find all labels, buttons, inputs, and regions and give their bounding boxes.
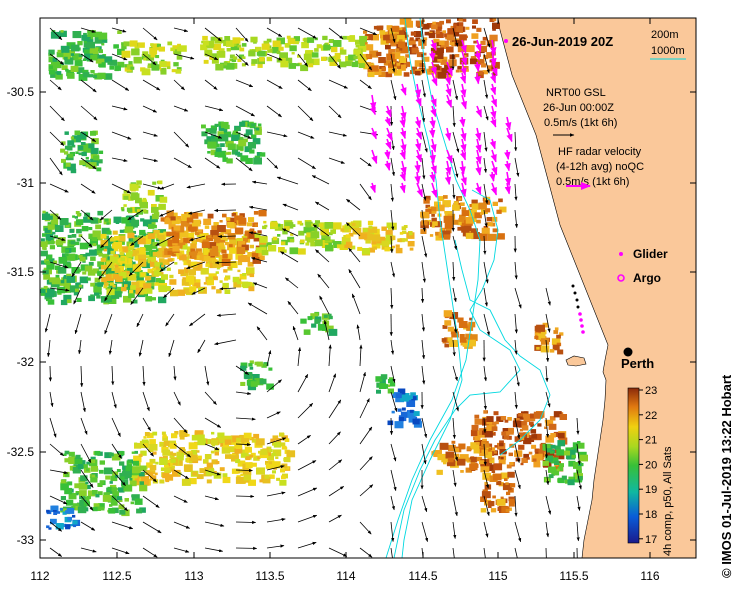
title-marker xyxy=(504,39,508,43)
y-tick-label: -31.5 xyxy=(7,265,35,279)
x-tick-label: 114.5 xyxy=(408,569,437,583)
depth-200-label: 200m xyxy=(651,29,679,41)
colorbar-ticks: 23 22 21 20 19 18 17 xyxy=(639,385,657,546)
colorbar-tick-label: 17 xyxy=(645,534,657,546)
x-tick-label: 112 xyxy=(30,569,49,583)
radar-legend-line1: HF radar velocity xyxy=(558,146,642,158)
colorbar-tick-label: 21 xyxy=(645,435,657,447)
x-tick-label: 112.5 xyxy=(102,569,131,583)
x-tick-label: 115 xyxy=(488,569,507,583)
depth-1000-label: 1000m xyxy=(651,45,685,57)
x-tick-label: 114 xyxy=(336,569,355,583)
radar-legend-line2: (4-12h avg) noQC xyxy=(556,161,644,173)
perth-label: Perth xyxy=(621,356,654,371)
y-tick-label: -33 xyxy=(17,533,35,547)
y-tick-label: -31 xyxy=(17,176,35,190)
perth-marker xyxy=(623,347,633,357)
plot-frame xyxy=(39,17,697,559)
x-tick-label: 116 xyxy=(640,569,659,583)
model-current-arrows xyxy=(44,27,582,558)
map-title: 26-Jun-2019 20Z xyxy=(512,34,613,49)
glider-legend-label: Glider xyxy=(633,247,668,261)
colorbar-tick-label: 22 xyxy=(645,410,657,422)
colorbar-tick-label: 19 xyxy=(645,484,657,496)
model-legend-line3: 0.5m/s (1kt 6h) xyxy=(544,117,617,129)
argo-legend-label: Argo xyxy=(633,271,661,285)
x-axis: 112 112.5 113 113.5 114 114.5 115 115.5 116 xyxy=(30,18,660,583)
y-tick-label: -32.5 xyxy=(7,445,35,459)
land-mass xyxy=(498,18,696,558)
y-tick-label: -30.5 xyxy=(7,85,35,99)
glider-track xyxy=(571,284,585,334)
colorbar-tick-label: 23 xyxy=(645,385,657,397)
colorbar-tick-label: 20 xyxy=(645,459,657,471)
x-tick-label: 113.5 xyxy=(255,569,284,583)
y-tick-label: -32 xyxy=(17,355,35,369)
argo-legend-marker xyxy=(617,274,625,282)
model-legend-line1: NRT00 GSL xyxy=(546,87,606,99)
radar-current-arrows xyxy=(369,39,513,198)
colorbar xyxy=(627,387,640,544)
model-legend-line2: 26-Jun 00:00Z xyxy=(543,102,614,114)
colorbar-label: 4h comp, p50, All Sats xyxy=(662,446,674,556)
x-tick-label: 113 xyxy=(184,569,203,583)
coastline xyxy=(497,18,609,558)
rottnest-island xyxy=(565,355,587,367)
x-tick-label: 115.5 xyxy=(559,569,588,583)
credit-text: © IMOS 01-Jul-2019 13:22 Hobart xyxy=(719,374,734,578)
colorbar-tick-label: 18 xyxy=(645,509,657,521)
y-axis: -30.5 -31 -31.5 -32 -32.5 -33 xyxy=(7,85,696,547)
glider-legend-marker xyxy=(619,252,623,256)
